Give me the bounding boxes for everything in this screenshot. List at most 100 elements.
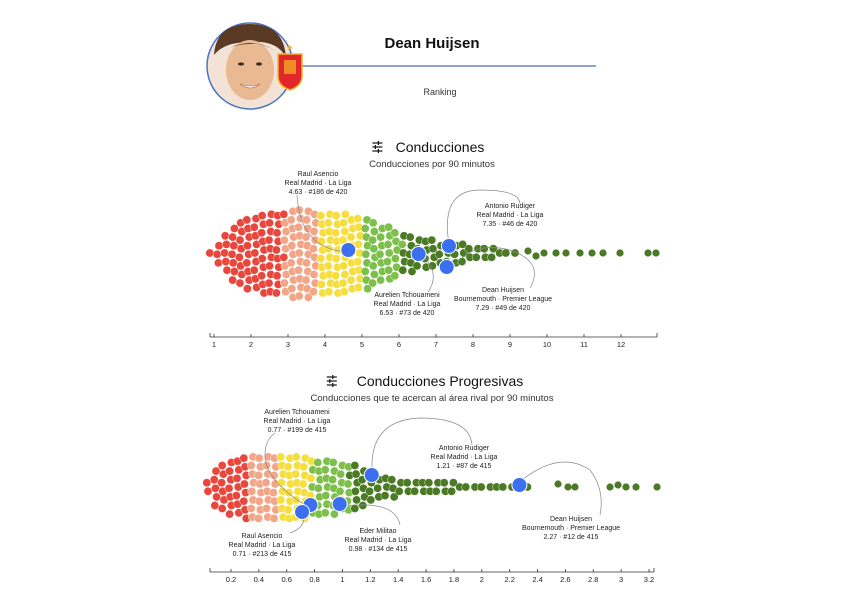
swarm-dot — [449, 478, 458, 488]
swarm-dot — [317, 280, 326, 289]
swarm-dot — [632, 483, 640, 491]
swarm-dot — [272, 228, 282, 238]
swarm-dot — [457, 257, 467, 266]
swarm-dot — [249, 265, 259, 275]
annotation-value-rank: 6.53 · #73 de 420 — [380, 310, 435, 317]
swarm-dot — [317, 237, 326, 246]
swarm-dot — [431, 486, 441, 496]
x-tick-label: 1.4 — [393, 575, 403, 584]
swarm-dot — [232, 474, 242, 483]
annotation-value-rank: 0.98 · #134 de 415 — [349, 546, 408, 553]
swarm-dot — [316, 211, 326, 220]
annotation-connector — [296, 194, 341, 252]
swarm-dot — [616, 249, 624, 257]
x-tick-label: 6 — [397, 340, 401, 349]
swarm-dot — [212, 249, 222, 259]
swarm-dot — [410, 486, 419, 496]
annotation-connector — [344, 504, 401, 526]
swarm-dot — [294, 291, 304, 301]
swarm-dot — [375, 249, 385, 259]
swarm-dot — [380, 491, 390, 500]
swarm-dot — [498, 482, 508, 492]
chart-conducciones-progresivas: Conducciones Progresivas Conducciones que… — [202, 373, 661, 584]
swarm-dot — [373, 483, 382, 493]
swarm-dot — [235, 235, 245, 245]
swarm-dot — [402, 478, 412, 488]
swarm-dot — [257, 254, 267, 263]
annotation-connector — [447, 189, 521, 245]
swarm-dot — [343, 479, 353, 489]
swarm-dot — [276, 452, 286, 462]
highlight-dot-dean-huijsen — [438, 259, 455, 275]
swarm-dot — [389, 492, 399, 502]
swarm-dot — [328, 458, 338, 467]
swarm-dot — [320, 465, 330, 475]
swarm-dot — [228, 232, 237, 242]
swarm-dot — [532, 252, 540, 260]
swarm-dot — [246, 504, 256, 513]
swarm-dot — [239, 496, 249, 506]
player-name: Dean Huijsen — [384, 35, 479, 52]
swarm-dot — [249, 222, 259, 232]
swarm-dot — [439, 478, 449, 488]
annotation-connector — [451, 247, 535, 289]
x-tick-label: 3.2 — [644, 575, 654, 584]
swarm-dot — [202, 478, 212, 488]
swarm-dot — [366, 495, 376, 505]
swarm-dot — [287, 241, 297, 250]
x-tick-label: 2.6 — [560, 575, 570, 584]
swarm-dot — [368, 278, 377, 288]
swarm-dot — [257, 228, 266, 238]
swarm-dot — [363, 284, 372, 293]
swarm-dot — [309, 227, 319, 236]
swarm-dot — [394, 486, 404, 496]
swarm-dot — [294, 248, 304, 258]
x-tick-label: 7 — [434, 340, 438, 349]
swarm-dot — [299, 462, 308, 472]
swarm-dot — [284, 488, 294, 497]
swarm-dot — [321, 491, 331, 500]
swarm-dot — [376, 232, 385, 242]
x-tick-label: 1 — [212, 340, 216, 349]
annotation-value-rank: 0.77 · #199 de 415 — [268, 427, 327, 434]
swarm-dot — [235, 278, 245, 288]
swarm-dot — [254, 514, 263, 523]
swarm-dot — [228, 275, 237, 285]
swarm-dot — [272, 288, 281, 298]
swarm-dot — [397, 240, 407, 249]
swarm-dot — [276, 495, 286, 505]
swarm-dot — [269, 514, 279, 523]
swarm-dot — [229, 241, 239, 250]
swarm-dot — [280, 235, 289, 245]
swarm-dot — [339, 261, 348, 271]
x-tick-label: 0.4 — [254, 575, 264, 584]
swarm-dot — [339, 218, 348, 228]
chart-title: Conducciones — [396, 139, 485, 155]
swarm-dot — [323, 261, 333, 271]
swarm-dot — [384, 222, 393, 232]
swarm-dot — [361, 249, 371, 259]
annotation-value-rank: 7.35 · #46 de 420 — [483, 221, 538, 228]
swarm-dot — [294, 222, 303, 232]
highlight-dot-antonio-rudiger — [440, 238, 457, 254]
annotation-connector — [264, 432, 306, 506]
x-tick-label: 10 — [543, 340, 551, 349]
swarm-dot — [652, 249, 660, 257]
swarm-dot — [391, 254, 400, 263]
swarm-dot — [261, 478, 271, 488]
annotation-team: Bournemouth · Premier League — [454, 296, 552, 303]
swarm-dot — [272, 245, 281, 255]
swarm-dot — [427, 235, 437, 245]
annotation-team: Real Madrid · La Liga — [374, 301, 441, 308]
annotation-player-name: Dean Huijsen — [482, 287, 524, 294]
x-tick-label: 2 — [480, 575, 484, 584]
annotation-player-name: Dean Huijsen — [550, 516, 592, 523]
swarm-dot — [217, 504, 227, 513]
swarm-dot — [225, 509, 234, 519]
swarm-dot — [247, 486, 257, 496]
swarm-dot — [501, 248, 511, 258]
swarm-dot — [257, 271, 266, 281]
swarm-dot — [242, 215, 252, 225]
swarm-dot — [335, 486, 345, 496]
